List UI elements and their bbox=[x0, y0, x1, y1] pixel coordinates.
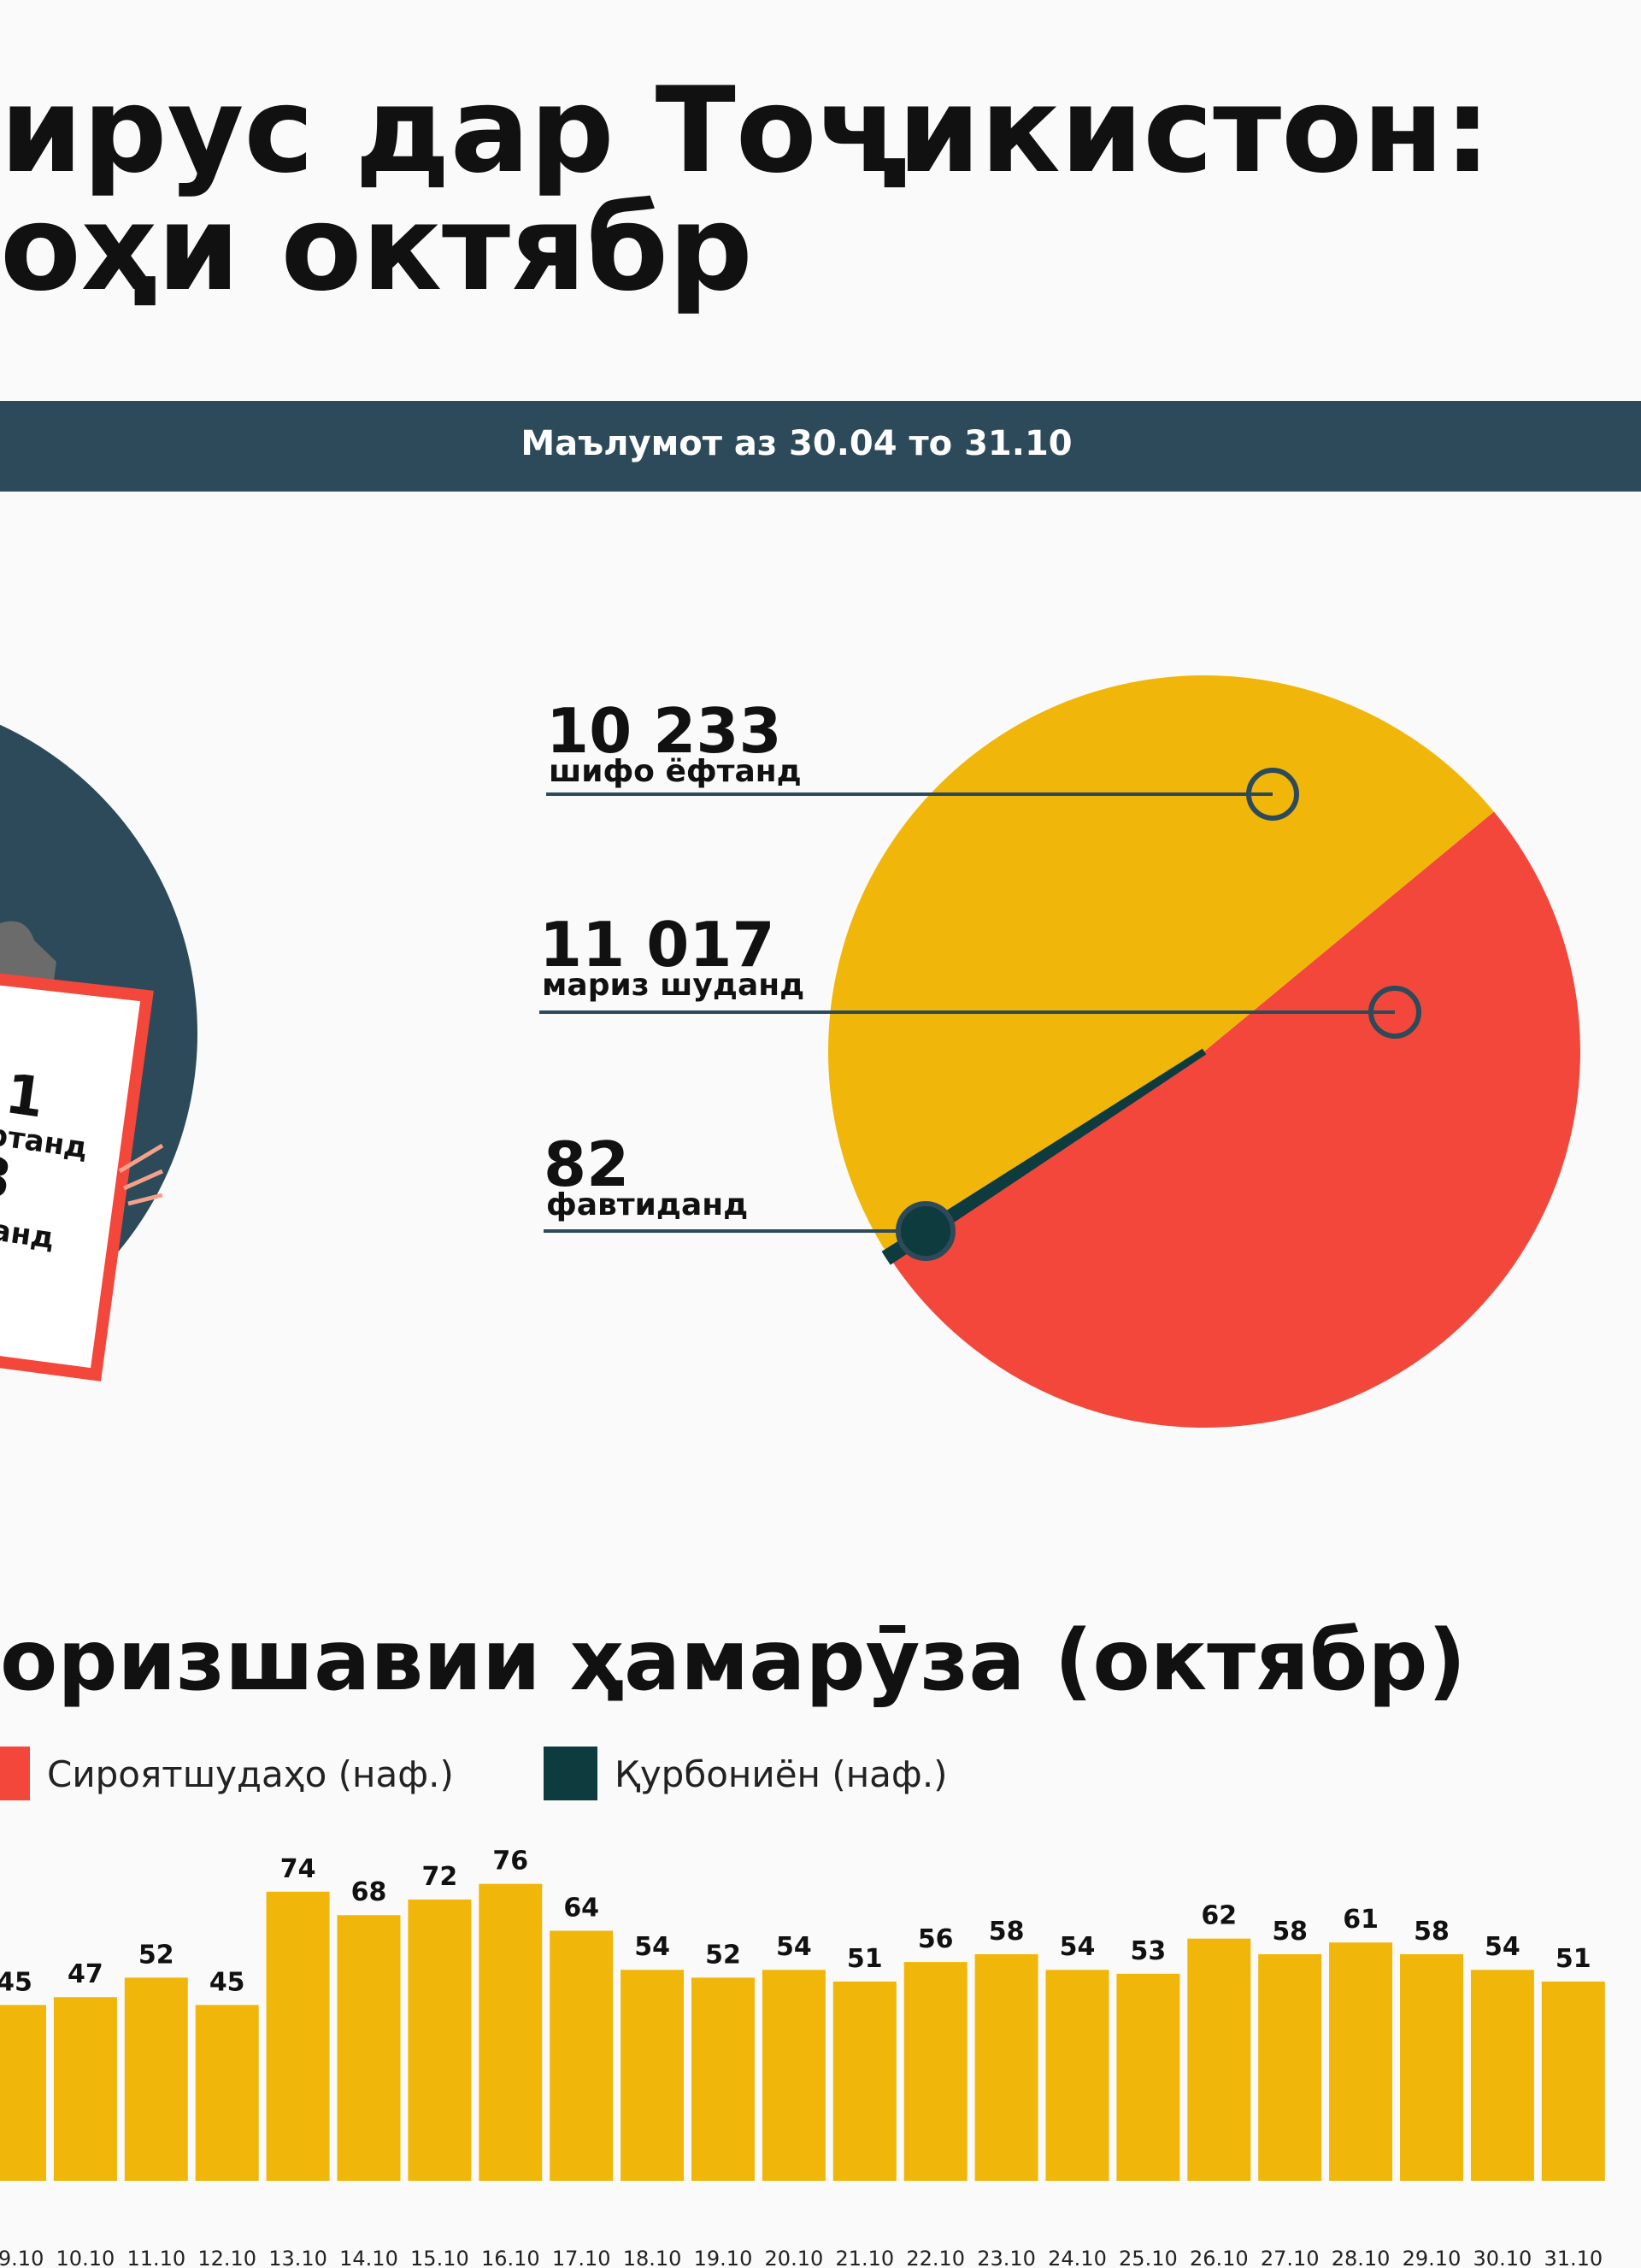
value-label: 51 bbox=[1556, 1944, 1591, 1974]
bar bbox=[691, 1977, 755, 2181]
clipboard-text: 1 bbox=[2, 1063, 48, 1130]
value-label: 52 bbox=[705, 1940, 741, 1970]
value-label: 52 bbox=[138, 1940, 174, 1970]
bar bbox=[974, 1953, 1038, 2181]
category-label: шифо ёфтанд bbox=[549, 754, 802, 789]
value-label: 61 bbox=[1343, 1905, 1379, 1935]
value-label: 54 bbox=[634, 1932, 670, 1962]
pie-slice bbox=[881, 1048, 1207, 1265]
bar bbox=[1258, 1953, 1322, 2181]
value-label: 56 bbox=[918, 1924, 954, 1954]
x-tick-label: 17.10 bbox=[552, 2247, 611, 2268]
value-label: 54 bbox=[1485, 1932, 1520, 1962]
x-tick-label: 26.10 bbox=[1190, 2247, 1249, 2268]
bar bbox=[1187, 1938, 1251, 2181]
legend-label: Сироятшудаҳо (наф.) bbox=[47, 1753, 454, 1795]
value-label: 64 bbox=[563, 1894, 599, 1923]
x-tick-label: 16.10 bbox=[481, 2247, 540, 2268]
bar bbox=[550, 1930, 614, 2181]
bar bbox=[621, 1970, 685, 2181]
legend-swatch bbox=[0, 1747, 30, 1800]
bar bbox=[337, 1915, 401, 2181]
pointer-dot bbox=[1246, 768, 1299, 821]
bar bbox=[53, 1997, 117, 2181]
pie-slice bbox=[827, 675, 1494, 1253]
bar bbox=[1116, 1973, 1180, 2181]
bar bbox=[408, 1899, 472, 2181]
clipboard bbox=[0, 973, 154, 1381]
bar bbox=[0, 2005, 46, 2181]
x-tick-label: 13.10 bbox=[268, 2247, 327, 2268]
x-tick-label: 10.10 bbox=[56, 2247, 115, 2268]
pointer-dot bbox=[896, 1201, 956, 1261]
bar bbox=[762, 1970, 826, 2181]
pointer-dot bbox=[1368, 986, 1421, 1039]
legend-label: Қурбониён (наф.) bbox=[615, 1753, 948, 1795]
bar bbox=[195, 2005, 259, 2181]
legend-swatch bbox=[544, 1747, 597, 1800]
value-label: 82 bbox=[544, 1128, 629, 1200]
x-tick-label: 23.10 bbox=[977, 2247, 1036, 2268]
x-tick-label: 25.10 bbox=[1119, 2247, 1178, 2268]
pie-slice bbox=[891, 811, 1580, 1428]
bar bbox=[1470, 1970, 1534, 2181]
x-tick-label: 14.10 bbox=[339, 2247, 398, 2268]
bar bbox=[832, 1981, 897, 2181]
category-label: фавтиданд bbox=[546, 1187, 748, 1222]
x-tick-label: 11.10 bbox=[126, 2247, 185, 2268]
chart-title: оризшавии ҳамарӯза (октябр) bbox=[0, 1612, 1466, 1710]
bar bbox=[124, 1977, 188, 2181]
banner-text: Маълумот аз 30.04 то 31.10 bbox=[521, 424, 1072, 463]
value-label: 58 bbox=[1272, 1917, 1308, 1947]
x-tick-label: 15.10 bbox=[410, 2247, 469, 2268]
value-label: 45 bbox=[209, 1967, 245, 1997]
x-tick-label: 18.10 bbox=[623, 2247, 682, 2268]
category-label: мариз шуданд bbox=[542, 968, 804, 1003]
x-tick-label: 30.10 bbox=[1473, 2247, 1532, 2268]
x-tick-label: 31.10 bbox=[1544, 2247, 1603, 2268]
x-tick-label: 20.10 bbox=[765, 2247, 824, 2268]
value-label: 58 bbox=[989, 1917, 1025, 1947]
x-tick-label: 29.10 bbox=[1403, 2247, 1462, 2268]
value-label: 58 bbox=[1414, 1917, 1450, 1947]
title-line: оҳи октябр bbox=[0, 180, 753, 317]
value-label: 68 bbox=[351, 1877, 387, 1907]
bar-chart: оризшавии ҳамарӯза (октябр) Сироятшудаҳо … bbox=[0, 1612, 1605, 2268]
value-label: 11 017 bbox=[539, 909, 775, 981]
value-label: 54 bbox=[776, 1932, 812, 1962]
x-tick-label: 21.10 bbox=[835, 2247, 894, 2268]
value-label: 72 bbox=[422, 1862, 458, 1892]
value-label: 54 bbox=[1060, 1932, 1096, 1962]
bar bbox=[1045, 1970, 1109, 2181]
x-tick-label: 28.10 bbox=[1332, 2247, 1391, 2268]
value-label: 53 bbox=[1131, 1936, 1167, 1966]
decor-hand bbox=[118, 1143, 164, 1206]
x-tick-label: 09.10 bbox=[0, 2247, 44, 2268]
x-tick-label: 22.10 bbox=[906, 2247, 965, 2268]
value-label: 45 bbox=[0, 1967, 32, 1997]
x-tick-label: 24.10 bbox=[1048, 2247, 1107, 2268]
value-label: 74 bbox=[280, 1854, 316, 1884]
bar bbox=[1541, 1981, 1605, 2181]
title-line: ирус дар Тоҷикистон: bbox=[0, 62, 1491, 199]
value-label: 51 bbox=[847, 1944, 883, 1974]
bar bbox=[903, 1962, 968, 2181]
bar bbox=[1329, 1942, 1393, 2181]
value-label: 10 233 bbox=[546, 695, 782, 767]
value-label: 62 bbox=[1201, 1901, 1237, 1931]
x-tick-label: 19.10 bbox=[694, 2247, 753, 2268]
x-tick-label: 12.10 bbox=[197, 2247, 256, 2268]
value-label: 47 bbox=[68, 1959, 103, 1989]
bar bbox=[1400, 1953, 1463, 2181]
bar bbox=[479, 1883, 543, 2181]
banner bbox=[0, 401, 1641, 492]
x-tick-label: 27.10 bbox=[1261, 2247, 1320, 2268]
value-label: 76 bbox=[492, 1847, 528, 1876]
bar bbox=[266, 1891, 330, 2181]
